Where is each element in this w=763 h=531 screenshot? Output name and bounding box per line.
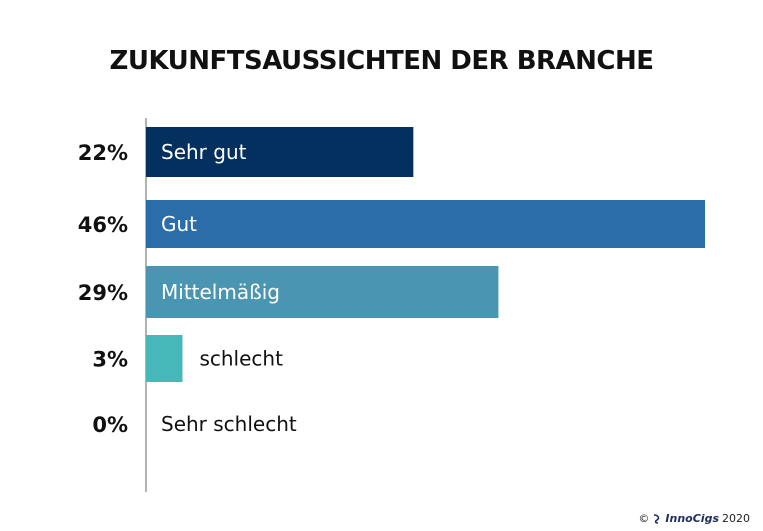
footer-year: 2020	[722, 512, 750, 525]
footer-credit: © InnoCigs 2020	[638, 512, 750, 525]
value-label-1: 46%	[78, 213, 128, 237]
category-label-1: Gut	[161, 212, 197, 236]
value-label-4: 0%	[92, 413, 128, 437]
innocigs-logo-icon	[654, 513, 660, 524]
bar-2	[146, 266, 499, 318]
category-label-2: Mittelmäßig	[161, 280, 280, 304]
category-label-0: Sehr gut	[161, 140, 247, 164]
value-label-3: 3%	[92, 348, 128, 372]
value-label-0: 22%	[78, 141, 128, 165]
brand-name: InnoCigs	[665, 512, 719, 525]
bars-group: 22% Sehr gut 46% Gut 29% Mittelmäßig 3% schlech…	[78, 127, 705, 437]
value-label-2: 29%	[78, 281, 128, 305]
category-label-4: Sehr schlecht	[161, 412, 297, 436]
chart-title: ZUKUNFTSAUSSICHTEN DER BRANCHE	[109, 46, 654, 76]
category-label-3: schlecht	[199, 347, 283, 371]
bar-3	[146, 335, 183, 382]
copyright-symbol: ©	[638, 512, 650, 525]
bar-1	[146, 200, 705, 248]
bar-0	[146, 127, 414, 177]
